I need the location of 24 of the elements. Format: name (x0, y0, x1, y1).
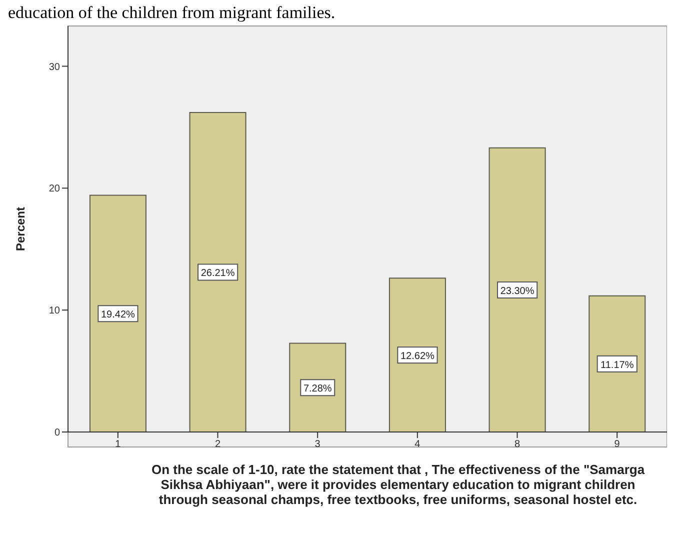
data-label: 12.62% (400, 351, 435, 362)
bar (189, 112, 246, 432)
y-tick-label: 20 (48, 184, 60, 195)
y-tick-label: 10 (48, 306, 60, 317)
y-axis-title: Percent (13, 206, 28, 252)
bar (388, 278, 446, 432)
bar (488, 147, 546, 432)
x-axis-title: On the scale of 1-10, rate the statement that , The effectiveness of the "Samarga Sikhsa Abhiyaan", were it provides elementary education to migrant children through seasonal champs, free textbooks, free uniforms, seasonal hostel etc. (150, 462, 646, 507)
y-tick-label: 30 (48, 62, 60, 73)
bar (89, 194, 146, 432)
data-label: 23.30% (500, 286, 534, 297)
y-tick-label: 0 (54, 428, 60, 439)
data-label: 7.28% (303, 384, 332, 395)
data-label: 19.42% (101, 310, 136, 321)
x-tick-label: 8 (514, 439, 520, 450)
x-tick-label: 3 (314, 439, 321, 450)
x-tick-label: 1 (115, 439, 122, 450)
data-label: 26.21% (200, 268, 235, 280)
data-label: 11.17% (600, 360, 634, 371)
chart-title: education of the children from migrant families. (8, 3, 336, 22)
x-tick-label: 2 (214, 439, 221, 450)
x-tick-label: 4 (414, 439, 421, 450)
bar (588, 295, 646, 432)
x-tick-label: 9 (614, 439, 620, 450)
